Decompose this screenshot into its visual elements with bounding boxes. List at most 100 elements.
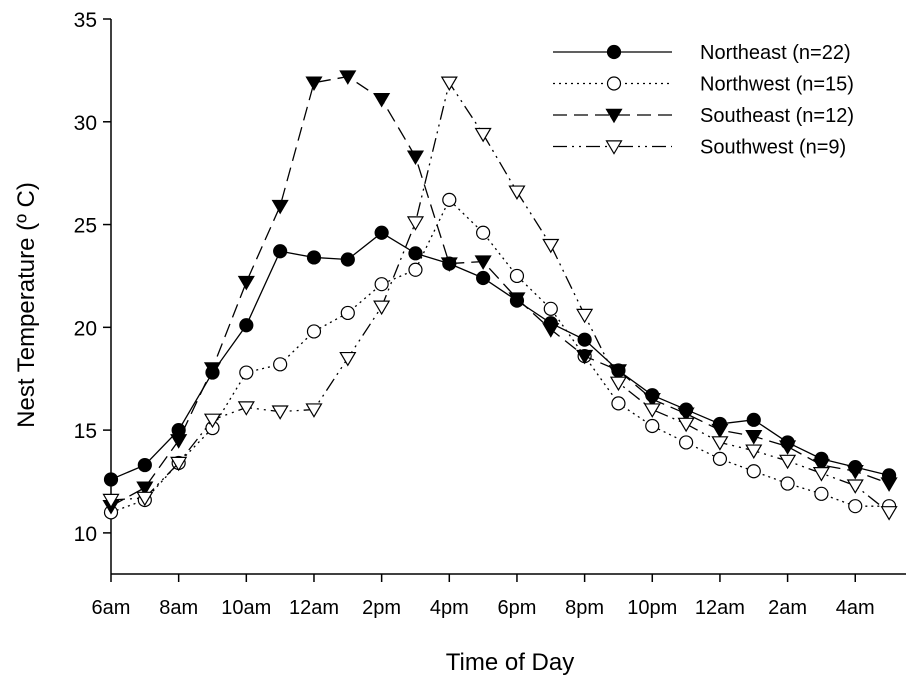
data-point [609,364,627,379]
x-tick-label: 4pm [430,597,469,619]
legend-entry: Southwest (n=9) [553,137,846,159]
data-point [746,412,761,427]
data-point [848,499,863,514]
data-point [780,476,795,491]
data-point [373,300,391,316]
y-tick-label: 35 [74,9,97,32]
data-point [643,403,661,418]
data-point [508,292,526,307]
y-tick-label: 30 [74,112,97,135]
data-point [711,423,729,439]
data-point [476,225,491,240]
series-layer [102,70,898,521]
legend-marker [606,44,622,60]
data-point [271,199,289,215]
data-point [542,238,560,254]
data-point [203,413,222,429]
data-point [576,308,594,324]
x-tick-label: 2pm [362,597,401,619]
data-point [543,301,558,316]
y-tick-label: 20 [74,317,97,340]
legend: Northeast (n=22) Northwest (n=15) Southeas… [553,42,854,159]
data-point [677,407,695,422]
legend-marker [605,108,623,124]
data-point [476,270,491,286]
data-point [474,127,492,143]
data-point [576,349,594,365]
data-point [440,257,458,272]
data-point [339,351,357,367]
plot-axes: 10 15 20 25 30 35 6am 8am 10am 12am 2pm 4pm 6pm 8pm 10… [74,9,906,619]
legend-label: Southeast (n=12) [700,105,854,127]
data-point [611,396,626,411]
x-tick-label: 8am [159,597,198,619]
data-point [239,318,254,333]
legend-marker [606,76,622,91]
data-point [306,250,322,265]
data-point [609,376,627,392]
data-point [679,435,694,450]
data-point [374,277,389,292]
data-point [103,472,119,487]
legend-label: Northeast (n=22) [700,42,851,64]
x-tick-label: 10pm [627,597,677,619]
y-tick-label: 25 [74,215,97,238]
series-2 [103,192,897,520]
x-tick-label: 12am [289,597,339,619]
legend-entry: Northeast (n=22) [553,42,851,64]
data-point [339,70,357,85]
y-tick-label: 15 [74,420,97,443]
x-tick-label: 2am [768,597,807,619]
data-point [812,467,830,482]
data-point [542,323,560,338]
data-point [373,92,391,108]
data-point [711,436,729,451]
data-point [273,357,288,372]
data-point [374,225,389,240]
x-tick-label: 6am [92,597,131,619]
data-point [880,477,898,492]
data-point [442,192,457,207]
data-point [170,456,188,472]
data-point [203,362,222,377]
x-tick-label: 4am [836,597,875,619]
data-point [474,255,492,270]
data-point [577,332,592,347]
data-point [136,481,154,496]
data-point [340,252,355,267]
data-point [408,262,423,277]
data-point [408,246,423,261]
data-point [779,440,797,455]
x-tick-label: 12am [695,597,745,619]
data-point [305,403,323,418]
legend-entry: Southeast (n=12) [553,105,854,127]
legend-entry: Northwest (n=15) [553,74,854,96]
data-point [102,493,120,509]
data-point [237,275,255,291]
data-point [440,76,458,92]
legend-label: Southwest (n=9) [700,137,846,159]
data-point [137,457,152,473]
data-point [508,185,526,200]
data-point [712,451,728,466]
data-point [846,479,864,494]
data-point [136,491,154,507]
series-line [110,75,890,507]
data-point [406,216,425,231]
y-tick-label: 10 [74,523,97,546]
x-tick-label: 6pm [498,597,537,619]
series-line [110,198,890,513]
data-point [677,417,695,433]
data-point [745,444,763,459]
data-point [273,244,288,259]
series-line [110,81,890,513]
data-point [306,324,322,339]
data-point [745,430,763,445]
data-point [812,458,830,474]
data-point [779,454,797,470]
data-point [340,305,355,321]
data-point [271,405,289,420]
data-point [406,150,425,166]
data-point [305,76,323,92]
